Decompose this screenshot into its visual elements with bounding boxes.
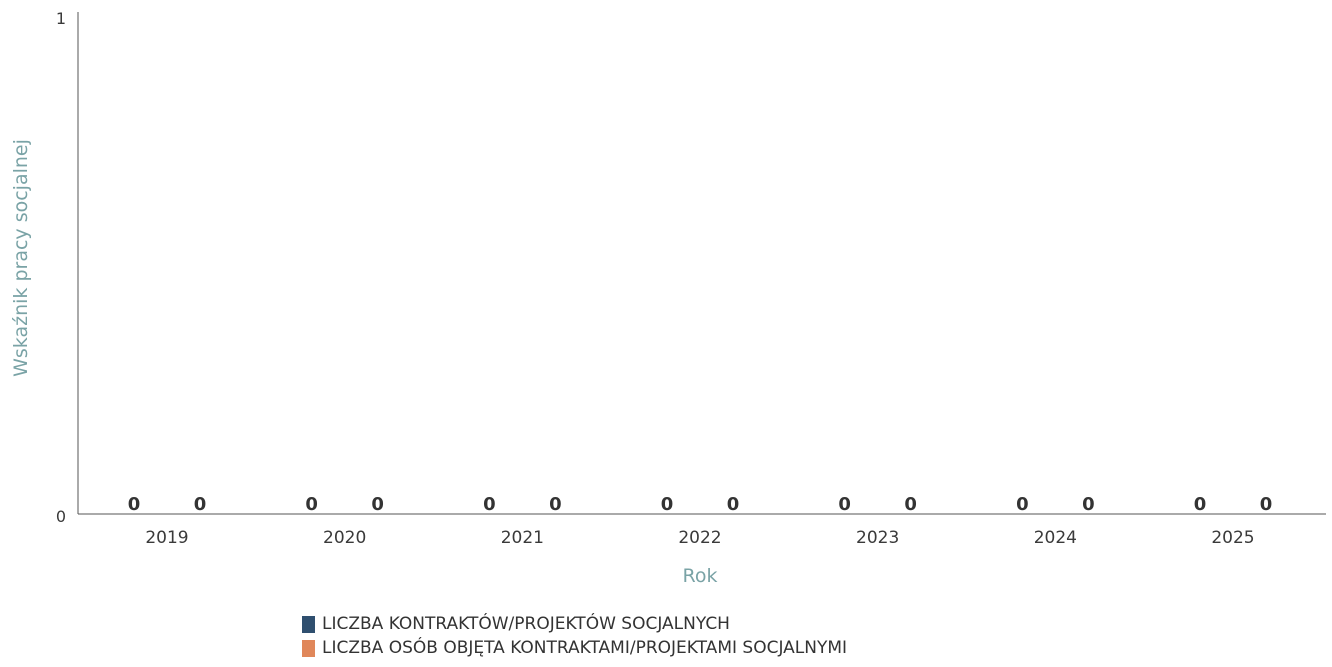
data-label-series-2-2025: 0 <box>1260 494 1273 515</box>
data-label-series-1-2019: 0 <box>128 494 141 515</box>
data-label-series-1-2021: 0 <box>483 494 496 515</box>
data-label-series-2-2024: 0 <box>1082 494 1095 515</box>
x-tick-label-2025: 2025 <box>1211 528 1254 548</box>
data-label-series-2-2019: 0 <box>194 494 207 515</box>
data-label-series-1-2024: 0 <box>1016 494 1029 515</box>
data-label-series-1-2025: 0 <box>1194 494 1207 515</box>
data-label-series-1-2022: 0 <box>661 494 674 515</box>
x-tick-label-2022: 2022 <box>678 528 721 548</box>
data-label-series-2-2021: 0 <box>549 494 562 515</box>
y-tick-label-min: 0 <box>56 507 66 526</box>
y-tick-label-max: 1 <box>56 9 66 28</box>
x-axis-title: Rok <box>683 565 718 587</box>
x-tick-label-2024: 2024 <box>1034 528 1077 548</box>
legend-label-series-1: LICZBA KONTRAKTÓW/PROJEKTÓW SOCJALNYCH <box>322 614 730 634</box>
legend: LICZBA KONTRAKTÓW/PROJEKTÓW SOCJALNYCH L… <box>302 612 847 660</box>
data-label-series-2-2023: 0 <box>904 494 917 515</box>
data-label-series-1-2023: 0 <box>838 494 851 515</box>
legend-item-series-1[interactable]: LICZBA KONTRAKTÓW/PROJEKTÓW SOCJALNYCH <box>302 612 847 636</box>
legend-item-series-2[interactable]: LICZBA OSÓB OBJĘTA KONTRAKTAMI/PROJEKTAM… <box>302 636 847 660</box>
legend-swatch-series-1 <box>302 615 315 633</box>
x-tick-label-2020: 2020 <box>323 528 366 548</box>
x-tick-label-2023: 2023 <box>856 528 899 548</box>
y-axis-title: Wskaźnik pracy socjalnej <box>10 139 32 377</box>
legend-label-series-2: LICZBA OSÓB OBJĘTA KONTRAKTAMI/PROJEKTAM… <box>322 638 848 658</box>
x-tick-label-2019: 2019 <box>145 528 188 548</box>
data-label-series-2-2022: 0 <box>727 494 740 515</box>
legend-swatch-series-2 <box>302 639 315 657</box>
data-label-series-1-2020: 0 <box>305 494 318 515</box>
x-tick-label-2021: 2021 <box>501 528 544 548</box>
data-label-series-2-2020: 0 <box>371 494 384 515</box>
